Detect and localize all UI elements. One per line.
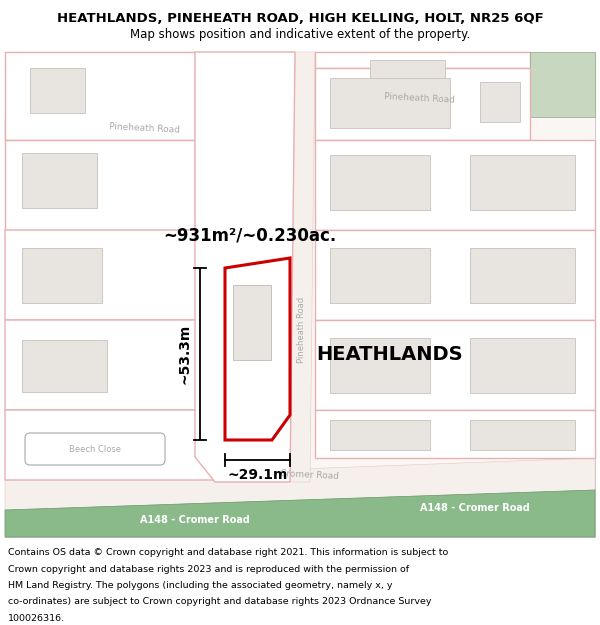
Bar [530,52,595,117]
Text: Pineheath Road: Pineheath Road [385,92,455,104]
Polygon shape [5,52,195,140]
Text: HEATHLANDS: HEATHLANDS [317,346,463,364]
Text: Crown copyright and database rights 2023 and is reproduced with the permission o: Crown copyright and database rights 2023… [8,564,409,574]
Bar [330,78,450,128]
Bar [22,248,102,303]
Bar [22,340,107,392]
Text: ~931m²/~0.230ac.: ~931m²/~0.230ac. [163,227,337,245]
Text: Contains OS data © Crown copyright and database right 2021. This information is : Contains OS data © Crown copyright and d… [8,548,448,557]
Text: Cromer Road: Cromer Road [280,469,340,481]
Text: HM Land Registry. The polygons (including the associated geometry, namely x, y: HM Land Registry. The polygons (includin… [8,581,392,590]
Polygon shape [5,410,220,480]
Polygon shape [315,410,595,458]
Polygon shape [315,140,595,230]
Text: Beech Close: Beech Close [69,444,121,454]
Polygon shape [315,68,530,140]
Bar [370,60,445,100]
Text: A148 - Cromer Road: A148 - Cromer Road [420,503,530,513]
Polygon shape [315,230,595,320]
Bar [480,82,520,122]
Text: Pineheath Road: Pineheath Road [109,122,181,134]
Bar [330,338,430,393]
Polygon shape [5,320,215,410]
Text: 100026316.: 100026316. [8,614,65,623]
Bar [470,420,575,450]
Text: Map shows position and indicative extent of the property.: Map shows position and indicative extent… [130,28,470,41]
Polygon shape [225,258,290,440]
Polygon shape [290,52,315,482]
Polygon shape [315,52,530,68]
Text: ~29.1m: ~29.1m [227,468,287,482]
Polygon shape [315,320,595,410]
Text: A148 - Cromer Road: A148 - Cromer Road [140,515,250,525]
Polygon shape [5,458,595,510]
Polygon shape [5,90,595,140]
Bar [330,420,430,450]
Text: ~53.3m: ~53.3m [178,324,192,384]
Bar [22,153,97,208]
Polygon shape [5,230,210,320]
Bar [5,52,595,537]
Bar [330,155,430,210]
Bar [30,68,85,113]
Polygon shape [5,490,595,537]
Bar [5,52,595,537]
Polygon shape [5,140,195,230]
FancyBboxPatch shape [25,433,165,465]
Bar [470,155,575,210]
Polygon shape [195,52,295,482]
Bar [233,285,271,360]
Text: HEATHLANDS, PINEHEATH ROAD, HIGH KELLING, HOLT, NR25 6QF: HEATHLANDS, PINEHEATH ROAD, HIGH KELLING… [56,12,544,25]
Bar [470,338,575,393]
Bar [330,248,430,303]
Bar [470,248,575,303]
Text: co-ordinates) are subject to Crown copyright and database rights 2023 Ordnance S: co-ordinates) are subject to Crown copyr… [8,598,431,606]
Text: Pineheath Road: Pineheath Road [298,297,307,363]
